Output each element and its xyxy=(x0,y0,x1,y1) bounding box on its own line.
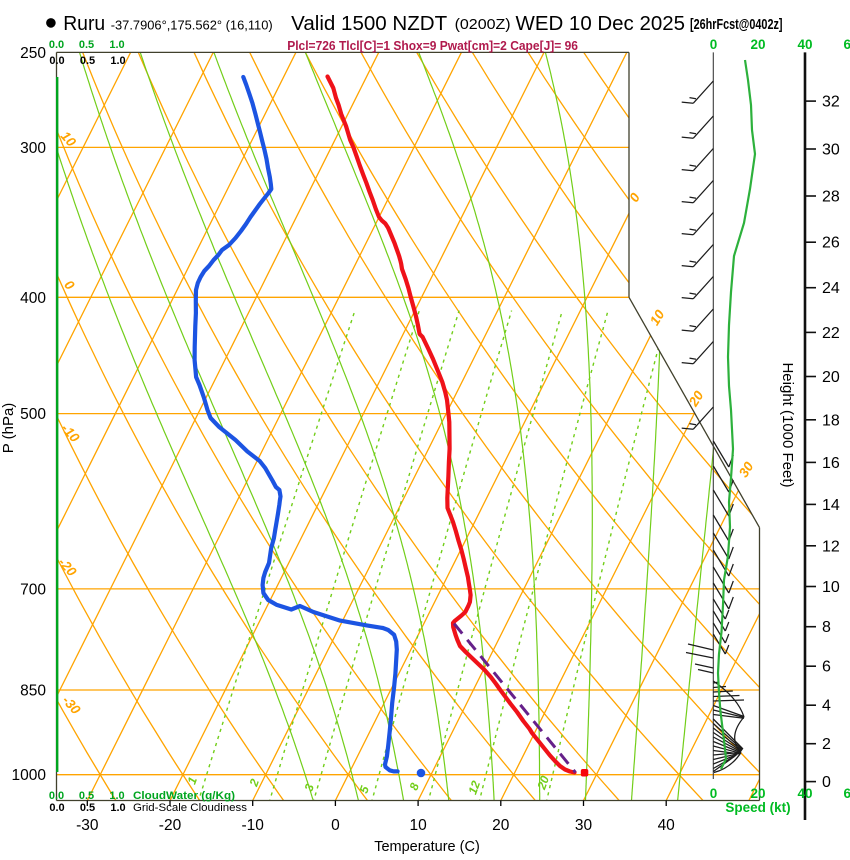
svg-text:18: 18 xyxy=(822,412,840,429)
svg-text:60: 60 xyxy=(843,37,850,52)
svg-text:24: 24 xyxy=(822,280,840,297)
svg-text:20: 20 xyxy=(750,37,765,52)
svg-text:40: 40 xyxy=(797,37,812,52)
svg-text:CloudWater (g/Kg): CloudWater (g/Kg) xyxy=(133,790,235,802)
svg-text:0.0: 0.0 xyxy=(49,55,64,67)
svg-text:Height (1000 Feet): Height (1000 Feet) xyxy=(779,362,796,487)
svg-text:Speed (kt): Speed (kt) xyxy=(725,800,790,815)
svg-text:5: 5 xyxy=(357,784,373,795)
svg-text:20: 20 xyxy=(492,817,510,834)
svg-text:12: 12 xyxy=(465,779,483,797)
svg-text:4: 4 xyxy=(822,698,831,715)
svg-text:WED 10 Dec 2025: WED 10 Dec 2025 xyxy=(516,13,686,35)
svg-text:0: 0 xyxy=(710,37,718,52)
svg-text:20: 20 xyxy=(685,388,706,410)
svg-text:0: 0 xyxy=(822,774,831,791)
svg-text:10: 10 xyxy=(647,307,668,328)
svg-text:Plcl=726 Tlcl[C]=1 Shox=9 Pwat: Plcl=726 Tlcl[C]=1 Shox=9 Pwat[cm]=2 Cap… xyxy=(287,39,578,53)
svg-text:20: 20 xyxy=(534,774,552,793)
svg-text:1.0: 1.0 xyxy=(110,802,125,814)
svg-text:0: 0 xyxy=(331,817,340,834)
svg-text:Valid 1500 NZDT: Valid 1500 NZDT xyxy=(291,13,447,35)
svg-text:0.0: 0.0 xyxy=(49,39,64,51)
svg-text:30: 30 xyxy=(575,817,593,834)
svg-text:40: 40 xyxy=(797,786,812,801)
svg-text:14: 14 xyxy=(822,497,840,514)
svg-text:32: 32 xyxy=(822,94,840,111)
svg-text:16: 16 xyxy=(822,455,840,472)
svg-text:0.0: 0.0 xyxy=(49,790,64,802)
svg-text:8: 8 xyxy=(822,619,831,636)
svg-text:1.0: 1.0 xyxy=(109,790,124,802)
svg-text:2: 2 xyxy=(822,736,831,753)
svg-text:500: 500 xyxy=(20,406,46,423)
svg-text:1000: 1000 xyxy=(12,767,47,784)
svg-text:1: 1 xyxy=(185,775,201,786)
svg-text:300: 300 xyxy=(20,140,46,157)
svg-text:6: 6 xyxy=(822,659,831,676)
svg-text:20: 20 xyxy=(750,786,765,801)
svg-text:850: 850 xyxy=(20,683,46,700)
svg-text:-37.7906°,175.562° (16,110): -37.7906°,175.562° (16,110) xyxy=(111,18,273,33)
svg-text:28: 28 xyxy=(822,189,840,206)
svg-text:20: 20 xyxy=(822,369,840,386)
svg-text:1.0: 1.0 xyxy=(110,55,125,67)
svg-text:-20: -20 xyxy=(159,817,182,834)
svg-text:0.5: 0.5 xyxy=(79,790,94,802)
svg-text:1.0: 1.0 xyxy=(109,39,124,51)
svg-text:22: 22 xyxy=(822,325,840,342)
svg-text:Temperature (C): Temperature (C) xyxy=(374,839,480,855)
svg-text:30: 30 xyxy=(736,459,757,480)
svg-text:-10: -10 xyxy=(241,817,264,834)
svg-text:0.5: 0.5 xyxy=(79,39,94,51)
svg-text:30: 30 xyxy=(822,142,840,159)
svg-text:Grid-Scale Cloudiness: Grid-Scale Cloudiness xyxy=(133,802,248,814)
svg-text:400: 400 xyxy=(20,290,46,307)
svg-text:[26hrFcst@0402z]: [26hrFcst@0402z] xyxy=(690,16,783,33)
svg-text:0.5: 0.5 xyxy=(80,802,95,814)
svg-text:0.0: 0.0 xyxy=(49,802,64,814)
svg-text:40: 40 xyxy=(658,817,676,834)
svg-text:12: 12 xyxy=(822,538,840,555)
svg-text:250: 250 xyxy=(20,45,46,62)
svg-text:0.5: 0.5 xyxy=(80,55,95,67)
svg-text:10: 10 xyxy=(822,579,840,596)
svg-text:10: 10 xyxy=(409,817,427,834)
svg-text:26: 26 xyxy=(822,235,840,252)
svg-text:P (hPa): P (hPa) xyxy=(0,403,17,454)
svg-text:(0200Z): (0200Z) xyxy=(455,16,511,33)
svg-text:0: 0 xyxy=(710,786,718,801)
svg-text:700: 700 xyxy=(20,581,46,598)
svg-text:-30: -30 xyxy=(76,817,99,834)
svg-text:8: 8 xyxy=(407,781,423,792)
svg-text:Ruru: Ruru xyxy=(63,13,105,35)
svg-text:3: 3 xyxy=(302,782,318,793)
svg-text:60: 60 xyxy=(843,786,850,801)
